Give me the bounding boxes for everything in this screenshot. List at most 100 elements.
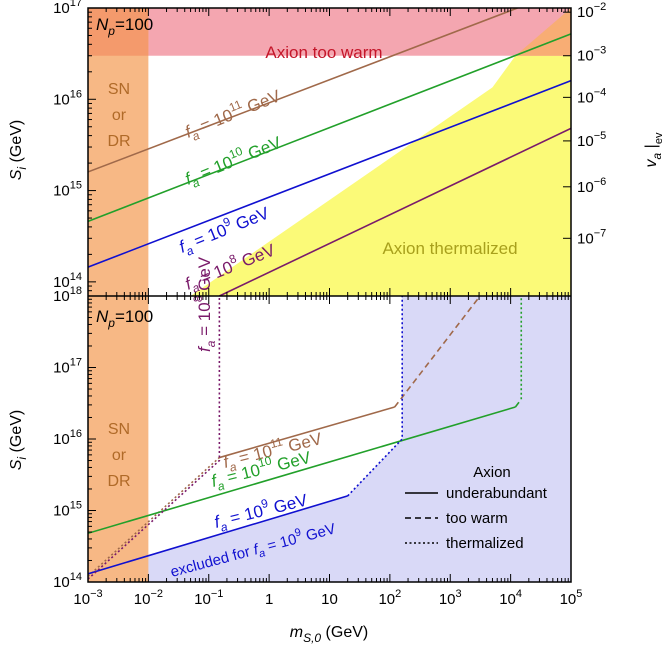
bottom-y-axis-title-unit: (GeV) <box>8 410 25 457</box>
top-label-fa-1e11-eq: = 10 <box>193 105 236 137</box>
np-n: N <box>96 307 109 326</box>
xlabel-1-exp: −2 <box>150 588 163 600</box>
bottom-label-fa-1e8-exp: 8 <box>191 295 205 302</box>
np-label-top: Np=100 <box>96 15 153 38</box>
excluded-sub: a <box>258 547 267 560</box>
bottom-ylabel-16-base: 10 <box>53 431 70 448</box>
xlabel-2-exp: −1 <box>211 588 224 600</box>
top-label-fa-1e11-exp: 11 <box>227 97 244 115</box>
bottom-label-fa-1e10-exp: 10 <box>257 453 274 470</box>
bottom-line-fa-1e8-dotted <box>88 296 221 580</box>
top-ylabel-14-base: 10 <box>53 274 70 291</box>
top-y2label-−7: 10−7 <box>577 227 606 247</box>
overlap-region-right <box>515 8 571 56</box>
top-label-fa-1e9-exp: 9 <box>221 214 233 230</box>
xlabel-0-base: 10 <box>73 591 90 608</box>
np-sub: p <box>107 24 115 38</box>
xlabel-7: 104 <box>499 588 522 608</box>
legend-label-dashed: too warm <box>446 510 508 527</box>
np-val: =100 <box>115 15 153 34</box>
y2-bar: | <box>643 144 660 153</box>
top-y2label-−7-exp: −7 <box>594 227 607 239</box>
xlabel-5-exp: 2 <box>395 588 401 600</box>
bottom-ylabel-15-exp: 15 <box>70 500 82 512</box>
sn-label-top-0: SN <box>108 81 130 98</box>
top-y-axis-title-main: S <box>8 169 25 180</box>
top-y-axis-title-unit: (GeV) <box>8 120 25 167</box>
top-ylabel-15-exp: 15 <box>70 180 82 192</box>
xlabel-4-base: 10 <box>321 591 338 608</box>
xlabel-3-base: 1 <box>265 591 273 608</box>
top-y2label-−5: 10−5 <box>577 130 606 150</box>
np-val: =100 <box>115 307 153 326</box>
sn-label-top-2: DR <box>107 133 130 150</box>
top-y2-axis-title: va |ev <box>643 132 665 167</box>
y2-sub: a <box>650 152 664 159</box>
bottom-label-fa-1e11-f: f <box>221 452 232 472</box>
top-y2label-−6: 10−6 <box>577 176 606 196</box>
sn-label-bottom-0: SN <box>108 421 130 438</box>
top-ylabel-14-exp: 14 <box>70 271 82 283</box>
top-y2label-−4-base: 10 <box>577 89 594 106</box>
x-axis-title: mS,0 (GeV) <box>290 624 368 645</box>
bottom-y-axis-title: Si (GeV) <box>8 410 29 470</box>
bottom-ylabel-16: 1016 <box>53 428 82 448</box>
sn-label-bottom-2: DR <box>107 473 130 490</box>
bottom-label-fa-1e10-f: f <box>209 471 220 491</box>
xlabel-6-exp: 3 <box>456 588 462 600</box>
bottom-label-fa-1e8: fa = 108 GeV <box>191 256 218 352</box>
bottom-line-fa-1e9-solid <box>88 495 348 575</box>
top-y2label-−5-exp: −5 <box>594 130 607 142</box>
top-y-axis-title-sub: i <box>15 167 29 170</box>
top-label-fa-1e11-unit: GeV <box>240 86 284 118</box>
top-y2label-−2-base: 10 <box>577 4 594 21</box>
bottom-ylabel-14: 1014 <box>53 571 82 591</box>
bottom-line-fa-1e11-dashed <box>394 296 482 408</box>
bottom-ylabel-17-exp: 17 <box>70 357 82 369</box>
xlabel-6-base: 10 <box>439 591 456 608</box>
legend-label-dotted: thermalized <box>446 535 524 552</box>
top-label-fa-1e10-unit: GeV <box>241 133 285 165</box>
bottom-ylabel-15-base: 10 <box>53 503 70 520</box>
sn-label-top-1: or <box>112 107 127 124</box>
top-y2label-−5-base: 10 <box>577 133 594 150</box>
top-line-fa-1e9 <box>88 79 571 268</box>
bottom-ylabel-15: 1015 <box>53 500 82 520</box>
bottom-ylabel-16-exp: 16 <box>70 428 82 440</box>
sn-or-dr-region-bottom <box>88 296 149 582</box>
top-y2label-−4-exp: −4 <box>594 86 607 98</box>
bottom-y-axis-title-sub: i <box>15 457 29 460</box>
np-label-bottom: Np=100 <box>96 307 153 330</box>
legend-label-solid: underabundant <box>446 485 548 502</box>
y2-ev: ev <box>653 132 665 144</box>
bottom-label-fa-1e10-unit: GeV <box>271 448 314 476</box>
bottom-label-fa-1e10-sub: a <box>216 478 226 493</box>
overlap-region-left <box>88 8 149 56</box>
xlabel-6: 103 <box>439 588 462 608</box>
top-y-axis-title: Si (GeV) <box>8 120 29 180</box>
x-axis-title-main: m <box>290 624 303 641</box>
x-axis-title-sub: S,0 <box>303 631 321 645</box>
xlabel-8: 105 <box>560 588 583 608</box>
bottom-label-fa-1e9-sub: a <box>219 519 229 534</box>
bottom-ylabel-18-exp: 18 <box>70 285 82 297</box>
xlabel-8-base: 10 <box>560 591 577 608</box>
xlabel-7-exp: 4 <box>516 588 522 600</box>
bottom-label-fa-1e8-eq: = 10 <box>195 302 214 340</box>
too-warm-label: Axion too warm <box>265 43 382 62</box>
top-y2label-−3-base: 10 <box>577 48 594 65</box>
xlabel-2-base: 10 <box>194 591 211 608</box>
bottom-ylabel-18: 1018 <box>53 285 82 305</box>
np-n: N <box>96 15 109 34</box>
top-y2label-−2-exp: −2 <box>594 1 607 13</box>
bottom-label-fa-1e11-sub: a <box>228 459 238 474</box>
top-ylabel-15: 1015 <box>53 180 82 200</box>
xlabel-1-base: 10 <box>134 591 151 608</box>
bottom-line-fa-1e9-dotted <box>347 296 403 497</box>
bottom-ylabel-17: 1017 <box>53 357 82 377</box>
top-y2label-−6-exp: −6 <box>594 176 607 188</box>
top-label-fa-1e8-sub: a <box>190 280 202 296</box>
top-ylabel-14: 1014 <box>53 271 82 291</box>
bottom-line-fa-1e10-solid <box>88 406 516 535</box>
excluded-f: f <box>252 541 262 559</box>
